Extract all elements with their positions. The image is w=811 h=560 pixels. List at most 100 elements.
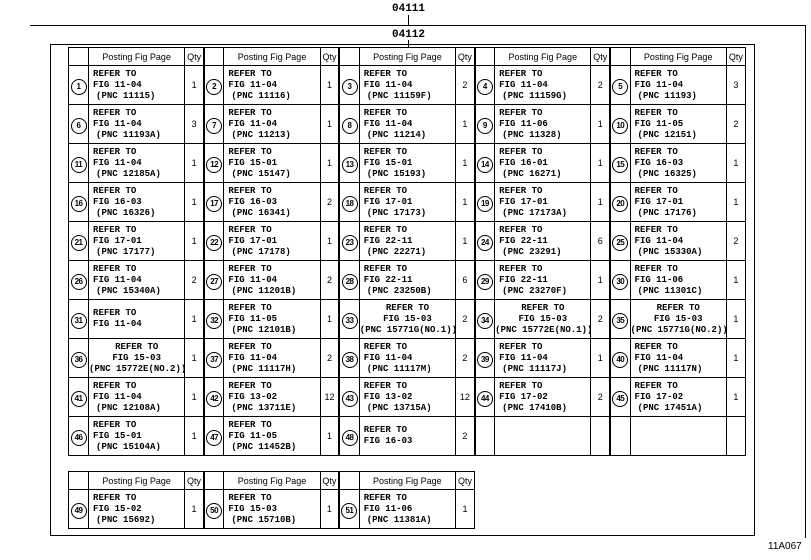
reference-line: (PNC 13715A): [366, 402, 432, 413]
ref-number-cell: 14: [473, 143, 496, 183]
qty-cell: 2: [455, 299, 476, 339]
ref-number-cell: 6: [67, 104, 90, 144]
circled-number-icon: 51: [341, 502, 358, 519]
circled-number-icon: 6: [70, 117, 87, 134]
posting-fig-page-cell: REFER TO FIG 13-02 (PNC 13715A): [358, 377, 457, 417]
ref-number-cell: 33: [338, 299, 360, 339]
circled-number-icon: 37: [206, 351, 223, 368]
qty-cell: 1: [319, 143, 340, 183]
posting-fig-page-cell: REFER TO FIG 11-06 (PNC 11381A): [358, 489, 456, 529]
posting-fig-page-header: Posting Fig Page: [223, 47, 321, 66]
ref-number-cell: 36: [67, 338, 90, 378]
posting-fig-page-cell: REFER TO FIG 15-01 (PNC 15193): [358, 143, 457, 183]
circled-number-icon: 27: [206, 273, 223, 290]
posting-fig-page-cell: REFER TO FIG 15-03 (PNC 15772E(NO.1)): [494, 299, 592, 339]
qty-cell: 1: [184, 338, 205, 378]
reference-line: FIG 11-06: [634, 274, 684, 285]
posting-fig-page-header: Posting Fig Page: [358, 471, 456, 490]
reference-line: REFER TO: [634, 341, 678, 352]
qty-cell: 1: [319, 221, 340, 261]
reference-line: REFER TO: [634, 224, 678, 235]
reference-line: REFER TO: [363, 224, 408, 235]
ref-number-header: [202, 471, 225, 490]
reference-line: REFER TO: [499, 263, 543, 274]
circled-number-icon: 8: [341, 117, 358, 134]
table-row: 49 REFER TO FIG 15-02 (PNC 15692) 1 50 REFER T…: [67, 489, 476, 529]
qty-cell: 2: [319, 182, 340, 222]
reference-line: REFER TO: [363, 380, 408, 391]
qty-cell: 1: [590, 182, 611, 222]
reference-line: FIG 15-02: [93, 503, 142, 514]
circled-number-icon: 47: [206, 429, 223, 446]
qty-cell: [725, 416, 747, 456]
ref-number-cell: 2: [202, 65, 225, 105]
posting-fig-page-cell: REFER TO FIG 11-04 (PNC 11117J): [494, 338, 592, 378]
reference-line: REFER TO: [228, 263, 272, 274]
main-reference-table: Posting Fig Page Qty Posting Fig Page Qty Po…: [67, 47, 747, 456]
reference-line: FIG 15-01: [228, 157, 278, 168]
table-row: 46 REFER TO FIG 15-01 (PNC 15104A) 1 47 REFER …: [67, 416, 747, 456]
circled-number-icon: 32: [206, 312, 223, 329]
ref-number-header: [608, 47, 631, 66]
posting-fig-page-cell: REFER TO FIG 11-06 (PNC 11328): [494, 104, 592, 144]
ref-number-cell: 3: [338, 65, 360, 105]
ref-number-header: [67, 47, 90, 66]
reference-line: FIG 22-11: [499, 235, 548, 246]
qty-header: Qty: [319, 47, 340, 66]
reference-line: (PNC 11117N): [637, 363, 703, 374]
circled-number-icon: 43: [341, 390, 358, 407]
posting-fig-page-cell: REFER TO FIG 11-04 (PNC 15340A): [88, 260, 186, 300]
reference-line: (PNC 17451A): [637, 402, 703, 413]
ref-number-cell: 15: [608, 143, 631, 183]
reference-line: FIG 11-04: [228, 352, 278, 363]
posting-fig-page-cell: REFER TO FIG 17-01 (PNC 17173): [358, 182, 457, 222]
reference-line: FIG 11-04: [93, 79, 142, 90]
posting-fig-page-header: Posting Fig Page: [223, 471, 321, 490]
reference-line: REFER TO: [93, 107, 137, 118]
posting-fig-page-cell: REFER TO FIG 11-04 (PNC 11117M): [358, 338, 457, 378]
posting-fig-page-cell: REFER TO FIG 13-02 (PNC 13711E): [223, 377, 321, 417]
posting-fig-page-header: Posting Fig Page: [629, 47, 727, 66]
posting-fig-page-cell: REFER TO FIG 11-04 (PNC 11201B): [223, 260, 321, 300]
inner-code-label: 04112: [392, 29, 426, 41]
qty-cell: 1: [319, 416, 340, 456]
reference-line: (PNC 15147): [231, 168, 291, 179]
qty-cell: 1: [455, 104, 476, 144]
header-row: Posting Fig Page Qty Posting Fig Page Qty Po…: [67, 471, 476, 490]
reference-line: REFER TO: [499, 380, 543, 391]
ref-number-cell: 25: [608, 221, 631, 261]
posting-fig-page-cell: REFER TO FIG 11-05 (PNC 12151): [629, 104, 727, 144]
reference-line: (PNC 11193A): [96, 129, 161, 140]
circled-number-icon: 33: [341, 312, 358, 329]
reference-line: (PNC 16325): [637, 168, 697, 179]
circled-number-icon: 13: [341, 156, 358, 173]
ref-number-cell: 8: [338, 104, 360, 144]
posting-fig-page-cell: REFER TO FIG 15-03 (PNC 15710B): [223, 489, 321, 529]
qty-cell: 1: [725, 143, 747, 183]
ref-number-cell: 29: [473, 260, 496, 300]
table-row: 1 REFER TO FIG 11-04 (PNC 11115) 1 2 REFER TO F…: [67, 65, 747, 105]
reference-line: FIG 16-03: [363, 436, 413, 446]
reference-line: (PNC 15771G(NO.2)): [630, 324, 728, 335]
table-row: 16 REFER TO FIG 16-03 (PNC 16326) 1 17 REFER T…: [67, 182, 747, 222]
posting-fig-page-cell: REFER TO FIG 11-04 (PNC 11116): [223, 65, 321, 105]
reference-line: FIG 15-01: [93, 430, 142, 441]
ref-number-cell: 39: [473, 338, 496, 378]
reference-line: (PNC 15771G(NO.1)): [359, 324, 458, 335]
reference-line: (PNC 17173A): [502, 207, 567, 218]
ref-number-cell: 46: [67, 416, 90, 456]
qty-cell: 1: [184, 377, 205, 417]
posting-fig-page-cell: REFER TO FIG 11-04 (PNC 11159F): [358, 65, 457, 105]
reference-line: FIG 11-04: [499, 352, 548, 363]
posting-fig-page-cell: REFER TO FIG 17-02 (PNC 17451A): [629, 377, 727, 417]
circled-number-icon: 17: [206, 195, 223, 212]
table-row: 26 REFER TO FIG 11-04 (PNC 15340A) 2 27 REFER …: [67, 260, 747, 300]
posting-fig-page-cell: REFER TO FIG 16-01 (PNC 16271): [494, 143, 592, 183]
reference-line: (PNC 12101B): [231, 324, 297, 335]
reference-line: REFER TO: [228, 419, 272, 430]
reference-line: FIG 16-03: [228, 196, 278, 207]
reference-line: FIG 15-03: [518, 313, 568, 324]
reference-line: FIG 17-02: [634, 391, 684, 402]
circled-number-icon: 31: [70, 312, 87, 329]
qty-cell: 2: [590, 65, 611, 105]
